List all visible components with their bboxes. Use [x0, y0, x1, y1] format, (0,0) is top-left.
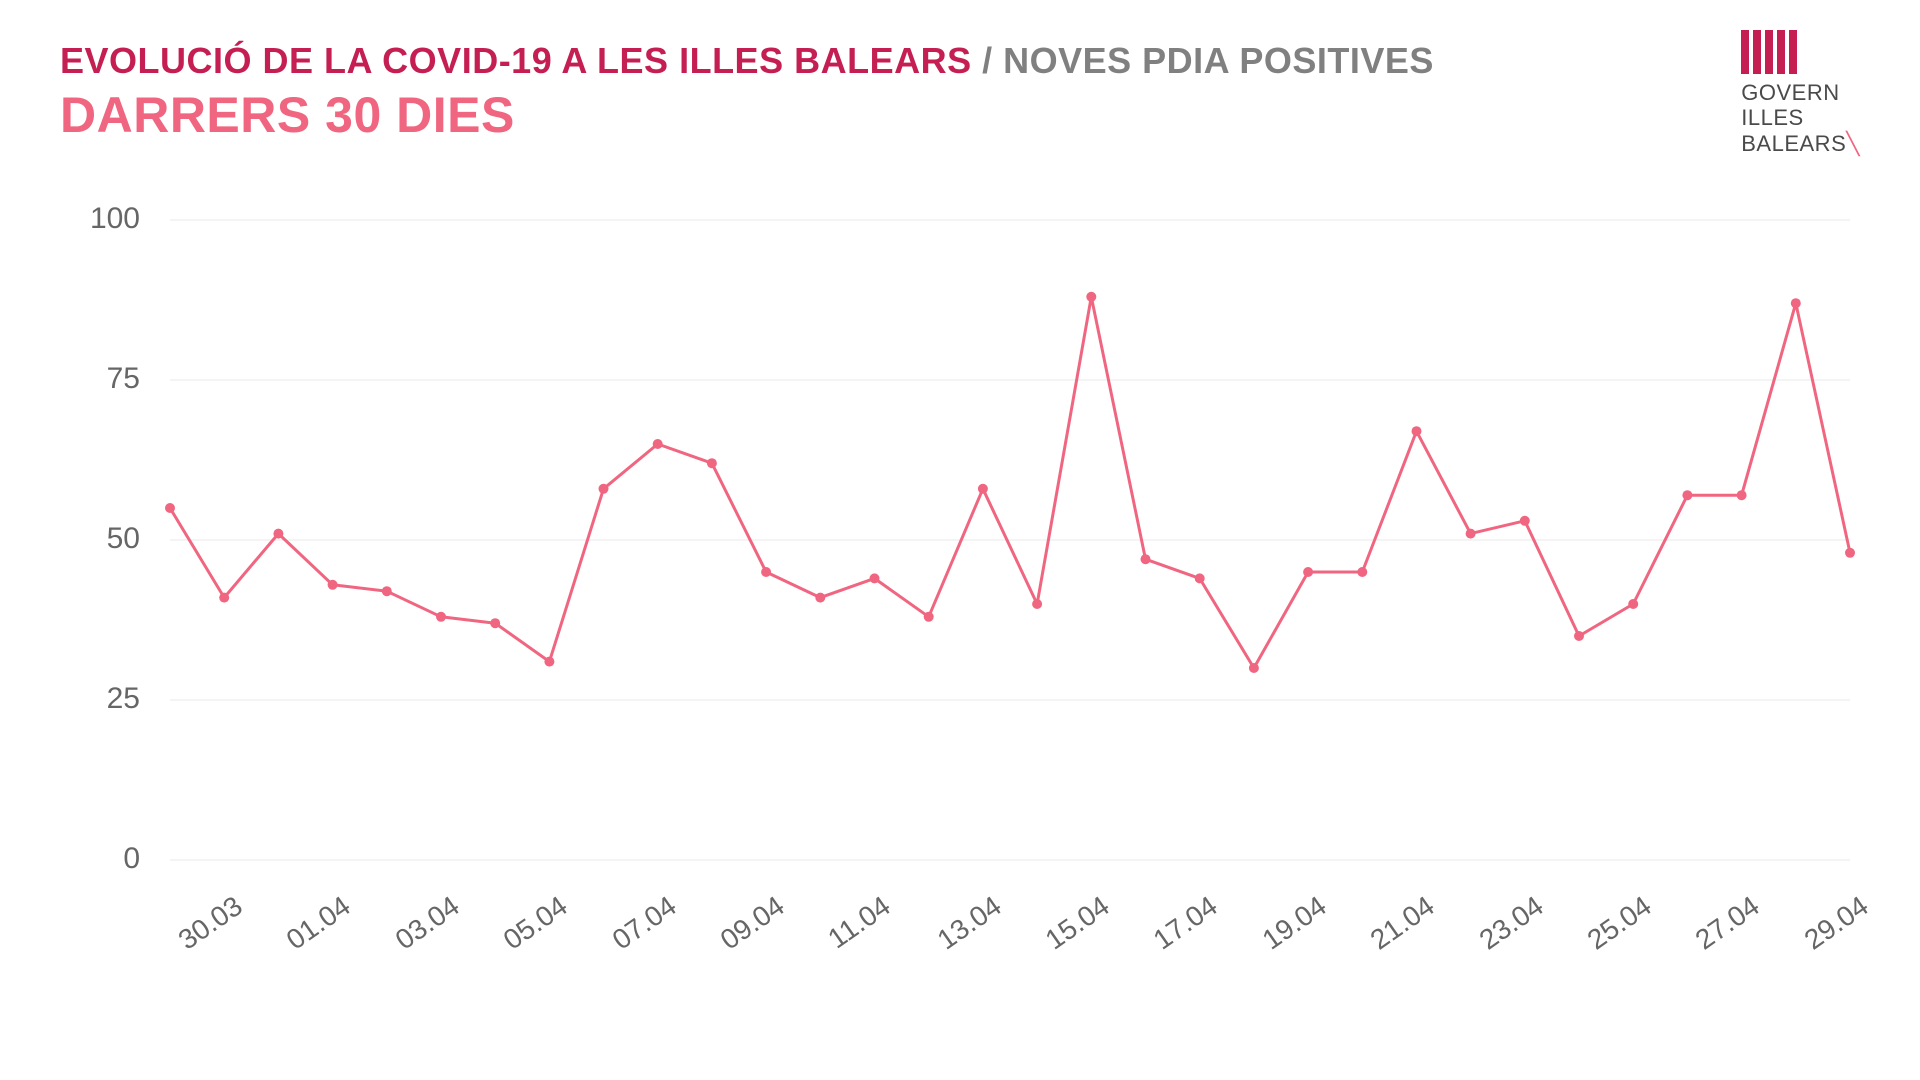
logo-text: GOVERN ILLES BALEARS╲ [1741, 80, 1860, 156]
logo-bars-icon [1741, 30, 1797, 74]
title-subpart: NOVES PDIA POSITIVES [1003, 40, 1434, 81]
title-main: EVOLUCIÓ DE LA COVID-19 A LES ILLES BALE… [60, 40, 972, 81]
logo-line1: GOVERN [1741, 80, 1860, 105]
logo-line2: ILLES [1741, 105, 1860, 130]
title-separator: / [972, 40, 1004, 81]
chart-container: EVOLUCIÓ DE LA COVID-19 A LES ILLES BALE… [0, 0, 1920, 1080]
y-axis-label: 50 [60, 522, 140, 556]
title-block: EVOLUCIÓ DE LA COVID-19 A LES ILLES BALE… [60, 40, 1434, 144]
y-axis-label: 100 [60, 202, 140, 236]
logo-slash-icon: ╲ [1846, 131, 1860, 156]
govern-logo: GOVERN ILLES BALEARS╲ [1741, 30, 1860, 156]
y-axis-label: 0 [60, 842, 140, 876]
subtitle: DARRERS 30 DIES [60, 86, 1434, 144]
header: EVOLUCIÓ DE LA COVID-19 A LES ILLES BALE… [60, 40, 1860, 144]
y-axis-label: 25 [60, 682, 140, 716]
y-axis-label: 75 [60, 362, 140, 396]
chart-area: 025507510030.0301.0403.0405.0407.0409.04… [60, 200, 1860, 1020]
logo-line3: BALEARS╲ [1741, 131, 1860, 156]
title-line-1: EVOLUCIÓ DE LA COVID-19 A LES ILLES BALE… [60, 40, 1434, 82]
